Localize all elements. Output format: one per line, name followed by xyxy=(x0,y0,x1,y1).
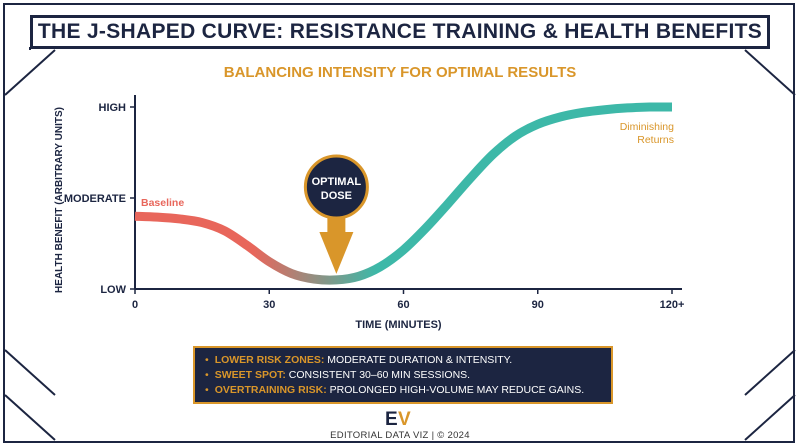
legend-item-lower-risk: • LOWER RISK ZONES: MODERATE DURATION & I… xyxy=(205,353,601,368)
x-axis-label: TIME (MINUTES) xyxy=(355,319,441,331)
title-bar: THE J-SHAPED CURVE: RESISTANCE TRAINING … xyxy=(30,15,770,49)
svg-text:E: E xyxy=(385,409,398,429)
y-tick-label: HIGH xyxy=(99,102,127,114)
legend-text: PROLONGED HIGH-VOLUME MAY REDUCE GAINS. xyxy=(326,384,585,396)
optimal-dose-badge xyxy=(303,154,369,220)
legend-item-sweet-spot: • SWEET SPOT: CONSISTENT 30–60 MIN SESSIO… xyxy=(205,368,601,383)
baseline-label: Baseline xyxy=(141,197,184,209)
y-axis-label: HEALTH BENEFIT (ARBITRARY UNITS) xyxy=(54,107,65,293)
outer-frame xyxy=(3,3,795,443)
optimal-label-line2: DOSE xyxy=(321,190,352,202)
x-tick-label: 90 xyxy=(532,299,544,311)
footer-credit: EDITORIAL DATA VIZ | © 2024 xyxy=(330,430,470,441)
diminishing-label-line1: Diminishing xyxy=(620,121,674,133)
x-tick-label: 30 xyxy=(263,299,275,311)
legend-text: MODERATE DURATION & INTENSITY. xyxy=(324,354,513,366)
legend-key: SWEET SPOT: xyxy=(214,369,286,381)
down-arrow-icon xyxy=(319,232,354,274)
x-tick-label: 0 xyxy=(132,299,138,311)
legend-text: CONSISTENT 30–60 MIN SESSIONS. xyxy=(285,369,471,381)
curve-group xyxy=(134,102,673,285)
x-tick-label: 60 xyxy=(397,299,409,311)
diminishing-label-line2: Returns xyxy=(637,134,674,146)
optimal-label-line1: OPTIMAL xyxy=(312,176,362,188)
legend-key: LOWER RISK ZONES: xyxy=(214,354,325,366)
page-title: THE J-SHAPED CURVE: RESISTANCE TRAINING … xyxy=(37,20,763,43)
legend-key: OVERTRAINING RISK: xyxy=(214,384,327,396)
bullet: • xyxy=(205,354,209,366)
y-tick-label: LOW xyxy=(100,284,126,296)
ticks: 0 30 60 90 120+ LOW MODERATE HIGH TIME (MINUTES)… xyxy=(54,102,684,331)
bullet: • xyxy=(205,384,209,396)
legend-box: • LOWER RISK ZONES: MODERATE DURATION & I… xyxy=(193,346,613,404)
legend-item-overtraining: • OVERTRAINING RISK: PROLONGED HIGH-VOLUM… xyxy=(205,383,601,398)
j-curve-line xyxy=(134,102,673,285)
svg-text:V: V xyxy=(398,409,411,429)
x-tick-label: 120+ xyxy=(660,299,685,311)
bullet: • xyxy=(205,369,209,381)
ev-logo: E V xyxy=(385,409,411,429)
chart-subtitle: BALANCING INTENSITY FOR OPTIMAL RESULTS xyxy=(223,64,577,81)
axes xyxy=(134,95,682,290)
y-tick-label: MODERATE xyxy=(64,193,126,205)
